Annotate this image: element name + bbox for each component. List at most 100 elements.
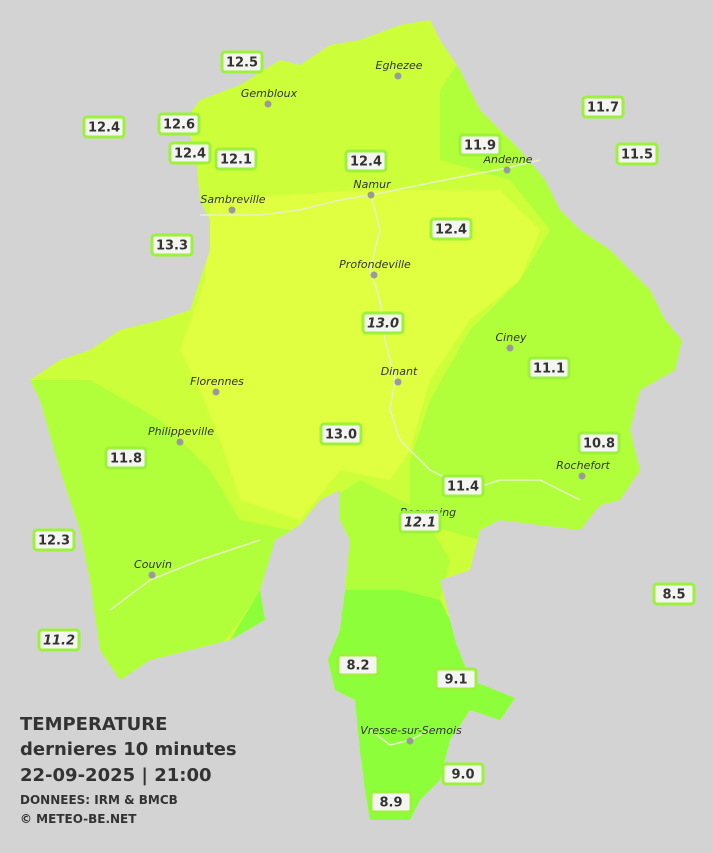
town-dot [148, 571, 156, 579]
station-temp: 11.2 [43, 634, 75, 649]
station-box [398, 510, 442, 534]
legend-source: DONNEES: IRM & BMCB [20, 793, 178, 807]
station-box [369, 790, 413, 814]
station: 11.5 [615, 142, 659, 166]
town-dot [212, 388, 220, 396]
station: 9.1 [434, 667, 478, 691]
station-temp: 8.2 [346, 659, 369, 674]
station-box [434, 667, 478, 691]
station-box [441, 474, 485, 498]
station-box [37, 628, 81, 652]
town-label: Vresse-sur-Semois [360, 724, 462, 737]
station-box [168, 141, 212, 165]
station-box [615, 142, 659, 166]
station: 11.7 [581, 95, 625, 119]
town-dot [506, 344, 514, 352]
town-dot [264, 100, 272, 108]
town-label: Ciney [496, 331, 527, 344]
station-temp: 12.3 [38, 534, 70, 549]
station: 12.1 [214, 147, 258, 171]
town-label: Rochefort [556, 459, 610, 472]
town-label: Sambreville [200, 193, 265, 206]
station-box [577, 431, 621, 455]
town-dot [367, 191, 375, 199]
station-box [82, 115, 126, 139]
station-temp: 12.4 [174, 147, 206, 162]
town-dot [228, 206, 236, 214]
station: 13.0 [319, 422, 363, 446]
station: 12.1 [398, 510, 442, 534]
station-box [581, 95, 625, 119]
legend-subtitle: dernieres 10 minutes [20, 739, 237, 760]
station-box [527, 356, 571, 380]
town-label: Gembloux [241, 87, 298, 100]
station-box [458, 133, 502, 157]
station-box [336, 653, 380, 677]
station-box [319, 422, 363, 446]
station-temp: 12.4 [435, 223, 467, 238]
station: 12.4 [82, 115, 126, 139]
town-label: Eghezee [376, 59, 423, 72]
station: 10.8 [577, 431, 621, 455]
station-box [361, 311, 405, 335]
station-box [441, 762, 485, 786]
station: 9.0 [441, 762, 485, 786]
station-temp: 11.4 [447, 480, 479, 495]
station-temp: 12.6 [163, 118, 195, 133]
station: 12.5 [220, 50, 264, 74]
station: 8.5 [652, 582, 696, 606]
station-box [429, 217, 473, 241]
station-box [104, 446, 148, 470]
station-temp: 9.1 [444, 673, 467, 688]
station-temp: 13.0 [367, 317, 399, 332]
town-dot [370, 271, 378, 279]
station: 11.9 [458, 133, 502, 157]
legend-title: TEMPERATURE [20, 714, 167, 735]
station-temp: 13.3 [156, 239, 188, 254]
station-box [220, 50, 264, 74]
town-label: Florennes [190, 375, 244, 388]
station: 12.4 [344, 149, 388, 173]
town-dot [394, 378, 402, 386]
legend-copyright: © METEO-BE.NET [20, 812, 137, 826]
legend: TEMPERATURE dernieres 10 minutes 22-09-2… [20, 714, 237, 826]
station: 8.9 [369, 790, 413, 814]
station: 11.4 [441, 474, 485, 498]
station-box [344, 149, 388, 173]
town-label: Profondeville [339, 258, 411, 271]
town-label: Philippeville [148, 425, 214, 438]
station-box [214, 147, 258, 171]
station-temp: 11.9 [464, 139, 496, 154]
station: 12.6 [157, 112, 201, 136]
station: 12.3 [32, 528, 76, 552]
station: 13.0 [361, 311, 405, 335]
town-label: Couvin [134, 558, 172, 571]
station-temp: 8.5 [662, 588, 685, 603]
town-dot [503, 166, 511, 174]
legend-datetime: 22-09-2025 | 21:00 [20, 765, 212, 786]
station-box [652, 582, 696, 606]
town-dot [176, 438, 184, 446]
town-label: Dinant [381, 365, 418, 378]
station: 11.8 [104, 446, 148, 470]
station-temp: 10.8 [583, 437, 615, 452]
town-label: Namur [353, 178, 392, 191]
station-temp: 11.8 [110, 452, 142, 467]
station-temp: 11.5 [621, 148, 653, 163]
station-temp: 12.1 [220, 153, 252, 168]
station-temp: 8.9 [379, 796, 402, 811]
town-dot [394, 72, 402, 80]
station-box [150, 233, 194, 257]
station-temp: 12.4 [350, 155, 382, 170]
station-temp: 12.4 [88, 121, 120, 136]
station-temp: 11.1 [533, 362, 565, 377]
station: 12.4 [429, 217, 473, 241]
station: 13.3 [150, 233, 194, 257]
station: 12.4 [168, 141, 212, 165]
station: 11.2 [37, 628, 81, 652]
station-box [157, 112, 201, 136]
station-temp: 9.0 [451, 768, 474, 783]
town-dot [578, 472, 586, 480]
station: 11.1 [527, 356, 571, 380]
